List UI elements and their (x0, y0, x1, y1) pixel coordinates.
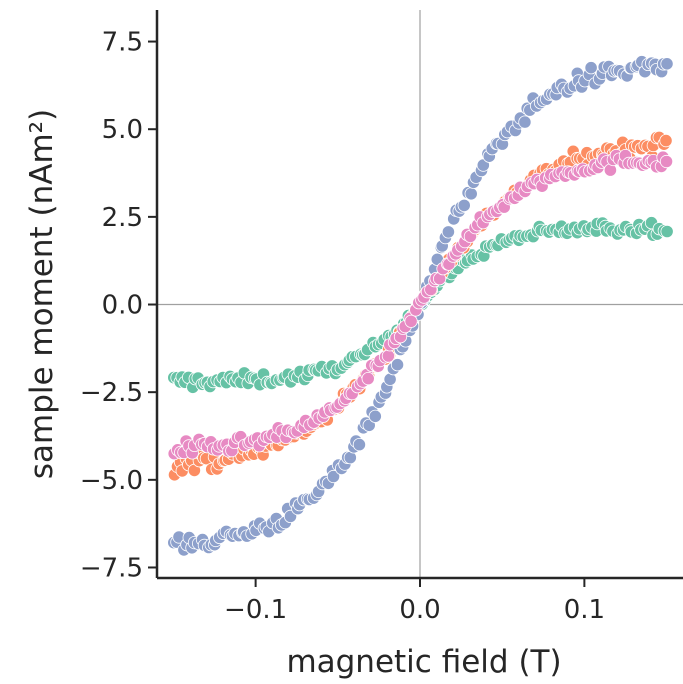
y-tick-label: −5.0 (80, 466, 143, 496)
data-point (659, 134, 673, 148)
x-tick-label: 0.1 (564, 595, 605, 625)
data-point (518, 115, 532, 129)
y-tick-label: 2.5 (102, 203, 143, 233)
data-point (659, 154, 674, 169)
y-tick-label: 5.0 (102, 115, 143, 145)
y-tick-label: −7.5 (80, 553, 143, 583)
x-axis-label: magnetic field (T) (286, 644, 561, 680)
y-tick-label: −2.5 (80, 378, 143, 408)
data-point (326, 469, 341, 484)
data-points (167, 55, 674, 557)
data-point (352, 437, 366, 452)
x-tick-label: 0.0 (399, 595, 440, 625)
data-point (362, 418, 376, 432)
data-point (464, 187, 478, 201)
axis-ticks: −0.1 0.0 0.1 −7.5 −5.0 −2.5 0.0 2.5 5.0 7.5 (80, 28, 605, 625)
data-point (584, 61, 598, 75)
y-tick-label: 7.5 (102, 28, 143, 58)
x-tick-label: −0.1 (224, 595, 287, 625)
series-4 (167, 148, 674, 461)
data-point (361, 371, 375, 386)
data-point (441, 225, 455, 239)
y-tick-label: 0.0 (102, 291, 143, 321)
data-point (660, 57, 674, 71)
data-point (660, 224, 674, 239)
series-3 (167, 55, 674, 557)
data-point (457, 198, 471, 212)
data-point (390, 358, 405, 372)
data-point (368, 409, 382, 423)
data-point (381, 349, 395, 363)
data-point (404, 314, 418, 328)
y-axis-label: sample moment (nAm²) (24, 109, 60, 479)
